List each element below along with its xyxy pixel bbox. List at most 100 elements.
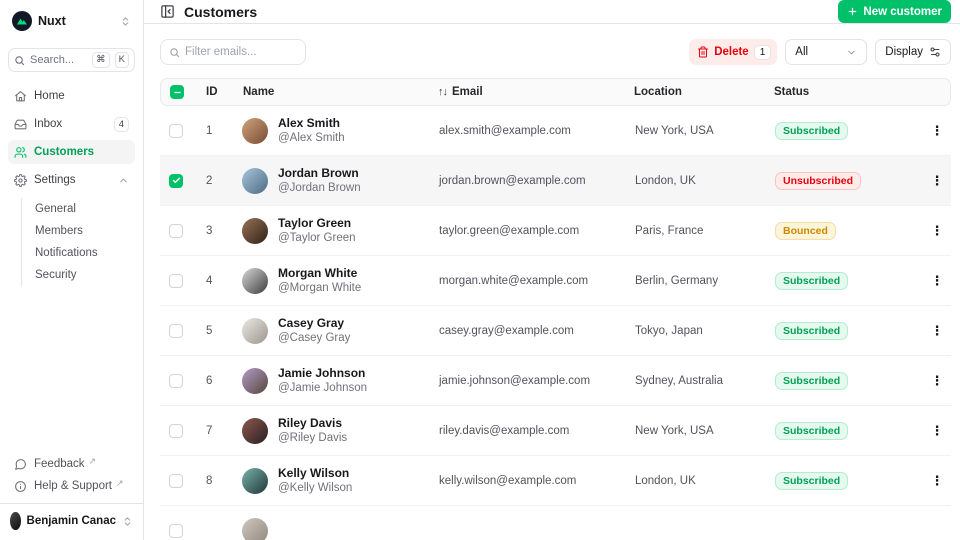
trash-icon: [697, 46, 709, 58]
row-name-cell: Jordan Brown @Jordan Brown: [242, 166, 439, 195]
sidebar-item-general[interactable]: General: [35, 203, 76, 215]
table-row: 3 Taylor Green @Taylor Green taylor.gree…: [160, 206, 951, 256]
sidebar: Nuxt Search... ⌘ K Home Inbox 4: [0, 0, 144, 540]
customer-name: Alex Smith: [278, 115, 341, 130]
row-location: Berlin, Germany: [635, 274, 719, 287]
column-header-email[interactable]: ↑↓ Email: [438, 86, 483, 98]
row-email: jordan.brown@example.com: [439, 174, 586, 187]
row-actions-menu-icon[interactable]: ⋮: [930, 273, 944, 288]
table-body: 1 Alex Smith @Alex Smith alex.smith@exam…: [160, 106, 951, 540]
row-checkbox[interactable]: [169, 373, 183, 388]
customer-username: @Morgan White: [278, 281, 362, 294]
row-actions-menu-icon[interactable]: ⋮: [930, 423, 944, 438]
customer-avatar: [242, 467, 268, 494]
kbd-k: K: [114, 52, 129, 68]
row-status-cell: Subscribed: [775, 371, 923, 390]
row-checkbox[interactable]: [169, 473, 183, 488]
sidebar-item-home[interactable]: Home: [8, 84, 135, 108]
row-actions-menu-icon[interactable]: ⋮: [930, 173, 944, 188]
row-checkbox[interactable]: [169, 123, 183, 138]
status-badge: Subscribed: [775, 421, 849, 440]
customer-avatar: [242, 317, 268, 344]
row-status-cell: Unsubscribed: [775, 171, 923, 190]
customer-name: Morgan White: [278, 265, 358, 280]
filter-emails-input[interactable]: [160, 39, 306, 65]
row-id: 2: [206, 174, 213, 187]
row-checkbox[interactable]: [169, 273, 183, 288]
row-location: New York, USA: [635, 424, 714, 437]
sidebar-item-security[interactable]: Security: [35, 269, 77, 281]
row-id: 8: [206, 474, 213, 487]
status-badge: Subscribed: [775, 321, 849, 340]
status-badge: Bounced: [775, 221, 836, 240]
chevron-down-icon: [846, 47, 857, 58]
customer-name: Jamie Johnson: [278, 365, 366, 380]
status-badge: Subscribed: [775, 471, 849, 490]
select-all-checkbox[interactable]: [170, 85, 184, 99]
row-name-cell: Kelly Wilson @Kelly Wilson: [242, 466, 439, 495]
external-link-icon: ↗: [88, 455, 97, 466]
customer-username: @Jordan Brown: [278, 181, 361, 194]
message-bubble-icon: [14, 458, 27, 471]
row-email: alex.smith@example.com: [439, 124, 571, 137]
row-id: 6: [206, 374, 213, 387]
customer-avatar: [242, 417, 268, 444]
row-actions-menu-icon[interactable]: ⋮: [930, 323, 944, 338]
main-panel: Customers New customer Delete 1: [144, 0, 960, 540]
row-name-cell: Riley Davis @Riley Davis: [242, 416, 439, 445]
workspace-switcher[interactable]: Nuxt: [8, 8, 135, 34]
customer-name: Casey Gray: [278, 315, 345, 330]
search-input[interactable]: Search... ⌘ K: [8, 48, 135, 72]
row-checkbox[interactable]: [169, 223, 183, 238]
sidebar-item-notifications[interactable]: Notifications: [35, 247, 98, 259]
table-row: 6 Jamie Johnson @Jamie Johnson jamie.joh…: [160, 356, 951, 406]
row-id: 4: [206, 274, 213, 287]
row-location: New York, USA: [635, 124, 714, 137]
row-actions-menu-icon[interactable]: ⋮: [930, 473, 944, 488]
new-customer-button[interactable]: New customer: [838, 0, 951, 23]
column-header-status: Status: [774, 86, 810, 98]
settings-submenu: General Members Notifications Security: [21, 198, 135, 286]
delete-button[interactable]: Delete 1: [689, 39, 778, 65]
column-header-id: ID: [206, 86, 218, 98]
row-actions-menu-icon[interactable]: ⋮: [930, 123, 944, 138]
sidebar-item-customers[interactable]: Customers: [8, 140, 135, 164]
row-email: kelly.wilson@example.com: [439, 474, 577, 487]
search-icon: [14, 55, 25, 66]
row-status-cell: Subscribed: [775, 421, 923, 440]
sliders-icon: [929, 46, 941, 58]
row-checkbox[interactable]: [169, 423, 183, 438]
table-row: 2 Jordan Brown @Jordan Brown jordan.brow…: [160, 156, 951, 206]
display-button[interactable]: Display: [875, 39, 951, 65]
chevrons-up-down-icon: [122, 516, 133, 527]
customer-avatar: [242, 367, 268, 394]
customer-username: @Kelly Wilson: [278, 481, 353, 494]
row-checkbox[interactable]: [169, 523, 183, 538]
sidebar-item-settings[interactable]: Settings: [8, 168, 135, 192]
row-name-cell: Taylor Green @Taylor Green: [242, 216, 439, 245]
users-icon: [14, 146, 27, 159]
row-status-cell: Subscribed: [775, 471, 923, 490]
workspace-name: Nuxt: [38, 14, 66, 28]
row-name-cell: Jamie Johnson @Jamie Johnson: [242, 366, 439, 395]
row-actions-menu-icon[interactable]: ⋮: [930, 373, 944, 388]
table-row: 4 Morgan White @Morgan White morgan.whit…: [160, 256, 951, 306]
customer-avatar: [242, 167, 268, 194]
filter-emails-field[interactable]: [185, 46, 297, 58]
sidebar-item-inbox[interactable]: Inbox 4: [8, 112, 135, 136]
customer-avatar: [242, 117, 268, 144]
customer-name: Jordan Brown: [278, 165, 359, 180]
status-badge: Subscribed: [775, 371, 849, 390]
row-checkbox[interactable]: [169, 323, 183, 338]
collapse-sidebar-icon[interactable]: [160, 4, 175, 19]
feedback-link[interactable]: Feedback ↗: [8, 453, 135, 475]
search-placeholder: Search...: [30, 54, 75, 66]
customer-name: Riley Davis: [278, 415, 343, 430]
sidebar-item-members[interactable]: Members: [35, 225, 83, 237]
status-badge: Subscribed: [775, 121, 849, 140]
row-checkbox[interactable]: [169, 173, 183, 188]
user-menu[interactable]: Benjamin Canac: [0, 503, 143, 532]
row-actions-menu-icon[interactable]: ⋮: [930, 223, 944, 238]
status-filter-select[interactable]: All: [785, 39, 868, 65]
help-support-link[interactable]: Help & Support ↗: [8, 475, 135, 497]
